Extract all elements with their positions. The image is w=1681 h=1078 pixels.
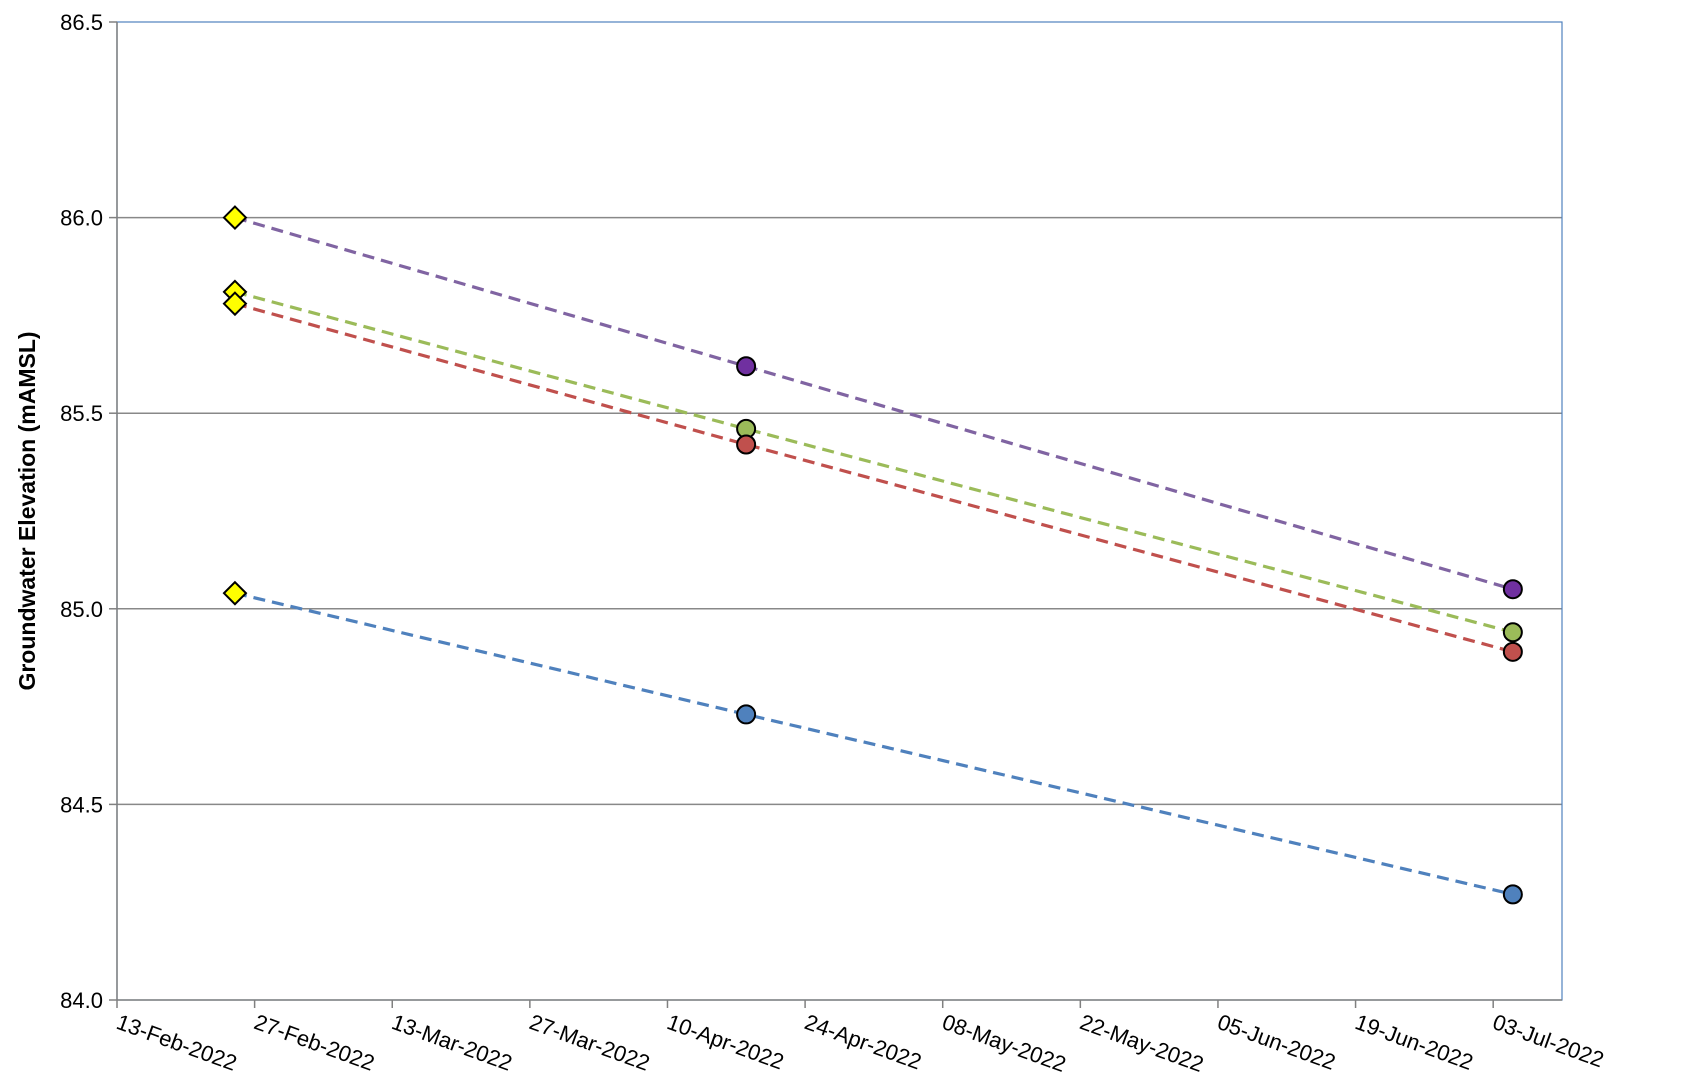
data-markers [222, 205, 1523, 905]
x-axis-ticks: 13-Feb-2022 27-Feb-2022 13-Mar-2022 27-Mar-… [113, 1000, 1607, 1077]
y-tick-label: 85.0 [60, 597, 103, 622]
series-lines [234, 216, 1514, 896]
diamond-marker [222, 580, 248, 606]
y-tick-label: 85.5 [60, 401, 103, 426]
x-tick-label: 13-Mar-2022 [389, 1009, 516, 1076]
x-tick-label: 22-May-2022 [1077, 1009, 1207, 1077]
x-tick-label: 13-Feb-2022 [113, 1009, 240, 1076]
y-axis-title: Groundwater Elevation (mAMSL) [14, 331, 40, 690]
series-line [234, 591, 1514, 896]
circle-marker [1502, 622, 1523, 643]
y-axis-ticks: 84.0 84.5 85.0 85.5 86.0 86.5 [60, 10, 117, 1013]
series-line [234, 302, 1514, 654]
y-tick-label: 86.0 [60, 206, 103, 231]
y-tick-label: 86.5 [60, 10, 103, 35]
y-tick-label: 84.5 [60, 792, 103, 817]
x-tick-label: 08-May-2022 [939, 1009, 1069, 1077]
circle-marker [1502, 884, 1523, 905]
circle-marker [736, 434, 757, 455]
x-tick-label: 27-Mar-2022 [526, 1009, 653, 1076]
circle-marker [736, 356, 757, 377]
y-tick-label: 84.0 [60, 988, 103, 1013]
circle-marker [1502, 641, 1523, 662]
x-tick-label: 27-Feb-2022 [251, 1009, 378, 1076]
x-tick-label: 24-Apr-2022 [801, 1009, 924, 1074]
circle-marker [736, 704, 757, 725]
x-tick-label: 03-Jul-2022 [1489, 1009, 1607, 1072]
grid-lines [117, 216, 1562, 806]
circle-marker [1502, 579, 1523, 600]
diamond-marker [222, 205, 248, 231]
series-line [234, 216, 1514, 591]
plot-area-frame [116, 21, 1563, 1001]
series-line [234, 290, 1514, 634]
diamond-marker [222, 291, 248, 317]
x-tick-label: 19-Jun-2022 [1352, 1009, 1477, 1075]
x-tick-label: 10-Apr-2022 [664, 1009, 787, 1074]
x-tick-label: 05-Jun-2022 [1214, 1009, 1339, 1075]
